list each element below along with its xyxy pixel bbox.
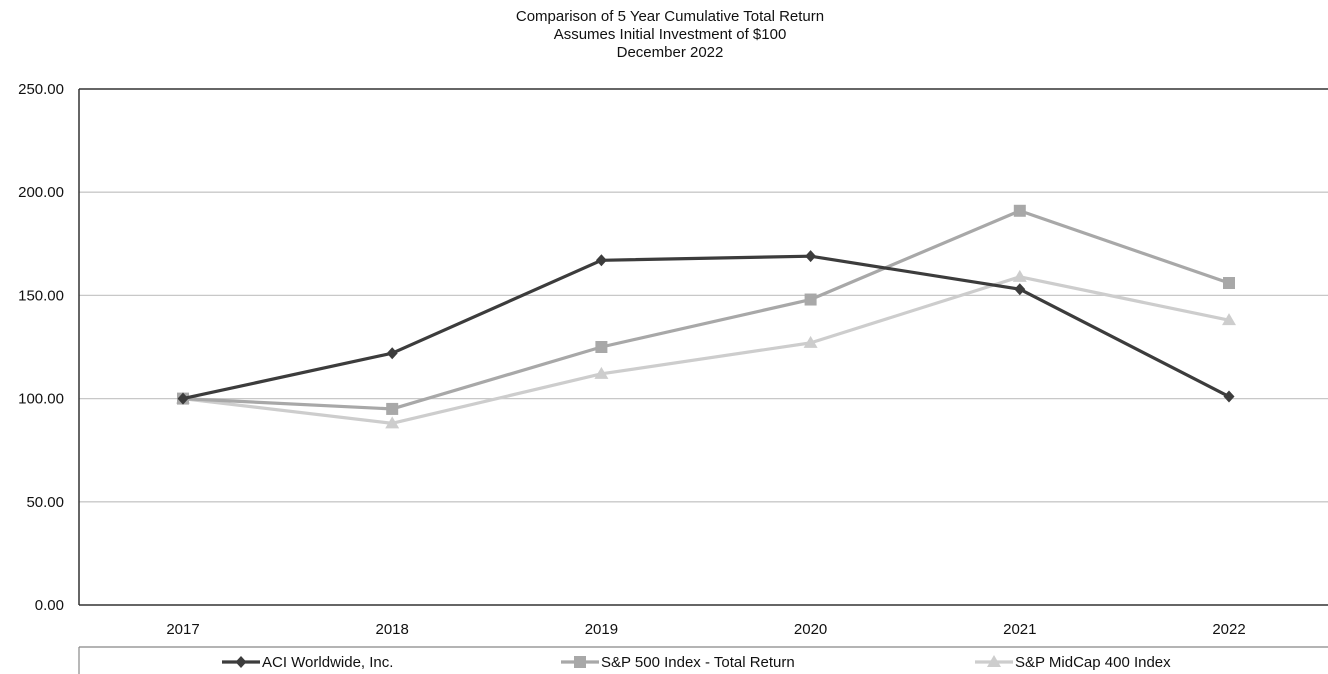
legend-marker-2 — [987, 655, 1001, 667]
series-line-1 — [182, 209, 1230, 411]
x-tick-label: 2020 — [794, 621, 827, 638]
legend-marker-0 — [235, 656, 247, 668]
legend-marker-1 — [574, 656, 586, 668]
data-point-2-4 — [1012, 269, 1027, 282]
legend-label-0: ACI Worldwide, Inc. — [262, 654, 393, 671]
y-tick-label: 150.00 — [18, 287, 64, 304]
data-point-2-1 — [385, 416, 400, 429]
y-axis-ticks: 0.00 50.00 100.00 150.00 200.00 250.00 — [18, 81, 64, 614]
data-point-0-4 — [1014, 283, 1026, 296]
series-1 — [177, 204, 1235, 415]
data-point-1-4 — [1013, 204, 1026, 217]
data-point-0-5 — [1223, 390, 1235, 403]
data-point-1-3 — [804, 293, 817, 306]
y-tick-label: 250.00 — [18, 81, 64, 98]
data-point-2-2 — [594, 366, 609, 379]
data-point-1-1 — [386, 402, 399, 415]
y-tick-label: 200.00 — [18, 184, 64, 201]
x-axis-ticks: 2017 2018 2019 2020 2021 2022 — [166, 621, 1245, 638]
x-tick-label: 2017 — [166, 621, 199, 638]
series-group — [176, 204, 1236, 429]
y-tick-label: 50.00 — [26, 494, 64, 511]
chart-subtitle: Assumes Initial Investment of $100 — [553, 26, 787, 43]
data-point-1-2 — [595, 341, 608, 353]
y-tick-label: 0.00 — [35, 597, 64, 614]
chart-title: Comparison of 5 Year Cumulative Total Re… — [515, 8, 825, 25]
plot-frame — [78, 88, 1328, 606]
x-tick-label: 2021 — [1003, 621, 1036, 638]
legend-label-2: S&P MidCap 400 Index — [1015, 654, 1171, 671]
chart-title-block: Comparison of 5 Year Cumulative Total Re… — [0, 8, 1328, 62]
legend-label-1: S&P 500 Index - Total Return — [601, 654, 795, 671]
data-point-1-5 — [1223, 277, 1235, 290]
data-point-0-0 — [177, 392, 189, 405]
series-line-0 — [182, 254, 1230, 401]
data-point-0-2 — [595, 254, 607, 267]
legend: ACI Worldwide, Inc. S&P 500 Index - Total… — [78, 646, 1328, 674]
data-point-2-5 — [1222, 313, 1236, 326]
chart-subtitle-date: December 2022 — [616, 44, 724, 61]
y-tick-label: 100.00 — [18, 391, 64, 408]
grid-lines — [79, 191, 1328, 503]
x-tick-label: 2018 — [376, 621, 409, 638]
x-tick-label: 2022 — [1212, 621, 1245, 638]
x-tick-label: 2019 — [585, 621, 618, 638]
series-0 — [177, 250, 1235, 405]
series-line-2 — [182, 275, 1230, 425]
data-point-2-3 — [803, 335, 818, 348]
data-point-0-1 — [386, 347, 398, 360]
data-point-0-3 — [805, 250, 817, 263]
